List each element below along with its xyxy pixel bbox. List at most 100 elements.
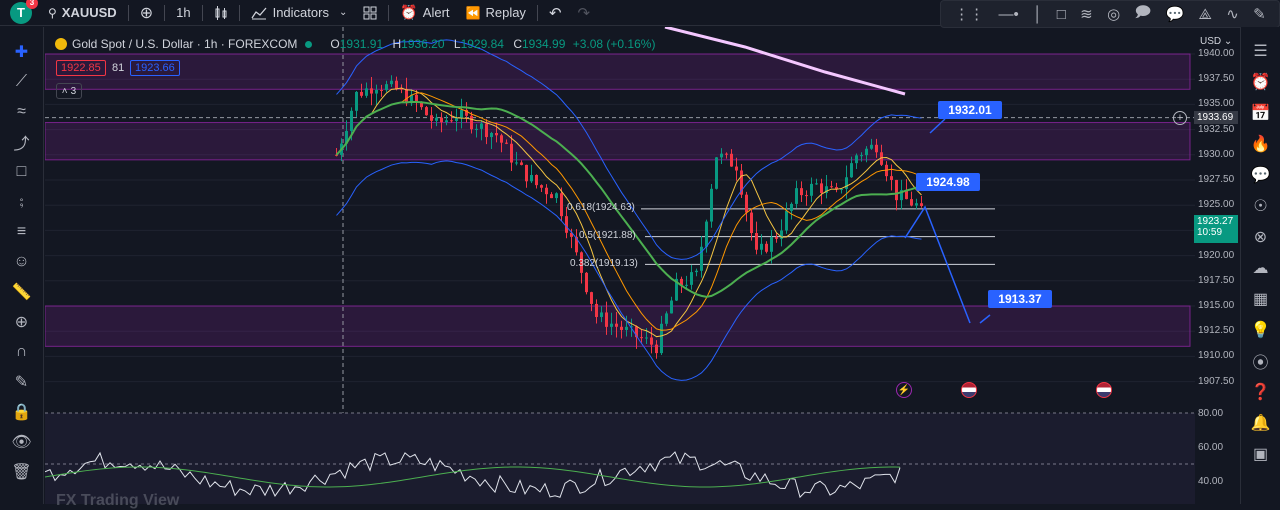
candle-body bbox=[520, 162, 523, 164]
candle-body bbox=[810, 184, 813, 196]
alert-button[interactable]: ⏰ Alert bbox=[392, 0, 457, 26]
candle-body bbox=[795, 188, 798, 204]
indicators-button[interactable]: Indicators ⌄ bbox=[243, 0, 356, 26]
grid-icon bbox=[363, 6, 377, 20]
undo-icon: ↶ bbox=[549, 4, 562, 22]
candle-body bbox=[540, 185, 543, 188]
arrow-marker-icon[interactable]: ⟁ bbox=[1199, 6, 1212, 23]
replay-button[interactable]: ⏪ Replay bbox=[458, 0, 534, 26]
magnet-icon[interactable]: ∩ bbox=[0, 337, 44, 367]
trend-line-icon[interactable]: ⟋ bbox=[0, 67, 44, 97]
comment-icon[interactable]: 💬 bbox=[1165, 5, 1184, 23]
rectangle-icon[interactable]: □ bbox=[1057, 6, 1066, 23]
candle-body bbox=[485, 123, 488, 137]
prediction-icon[interactable]: ≡ bbox=[0, 217, 44, 247]
calendar-icon[interactable]: 📅 bbox=[1241, 97, 1280, 128]
last-price-tag: 1923.27 10:59 bbox=[1194, 215, 1238, 243]
layers-icon[interactable]: ▣ bbox=[1241, 438, 1280, 469]
undo-button[interactable]: ↶ bbox=[541, 0, 570, 26]
market-status-dot bbox=[305, 41, 312, 48]
target-icon[interactable]: ◎ bbox=[1107, 5, 1120, 23]
emoji-icon[interactable]: ☺ bbox=[0, 247, 44, 277]
lock-drawing-icon[interactable]: ✎ bbox=[0, 367, 44, 397]
sell-button[interactable]: 1922.85 bbox=[56, 60, 106, 76]
crosshair-price: 1933.69 bbox=[1197, 112, 1233, 123]
candle-body bbox=[850, 163, 853, 177]
price-axis-tick: 1930.00 bbox=[1198, 149, 1234, 160]
interval-button[interactable]: 1h bbox=[168, 0, 198, 26]
candle-body bbox=[915, 203, 918, 205]
candle-body bbox=[595, 304, 598, 317]
flame-icon[interactable]: 🔥 bbox=[1241, 128, 1280, 159]
pitchfork-icon[interactable]: ≋ bbox=[1080, 5, 1093, 23]
us-flag-event-icon[interactable] bbox=[1096, 382, 1112, 398]
zigzag-icon[interactable]: ∿ bbox=[1226, 5, 1239, 23]
ruler-icon[interactable]: 📏 bbox=[0, 277, 44, 307]
divider bbox=[164, 5, 165, 21]
candle-body bbox=[460, 110, 463, 118]
pencil-icon[interactable]: ✎ bbox=[1253, 5, 1266, 23]
symbol-search[interactable]: ⚲ XAUUSD bbox=[40, 0, 125, 26]
fib-level-label: 0.382(1919.13) bbox=[570, 258, 638, 269]
chart-type-button[interactable] bbox=[206, 0, 236, 26]
candle-body bbox=[735, 167, 738, 171]
lightning-event-icon[interactable]: ⚡ bbox=[896, 382, 912, 398]
candle-body bbox=[470, 116, 473, 129]
crosshair-add-icon[interactable]: + bbox=[1173, 111, 1187, 125]
plus-circle-icon: ⊕ bbox=[140, 3, 153, 23]
cloud-icon[interactable]: ☁ bbox=[1241, 252, 1280, 283]
horizontal-line-icon[interactable]: —• bbox=[998, 6, 1018, 23]
text-note-icon[interactable]: □ bbox=[0, 157, 44, 187]
pine-editor-icon[interactable]: ⊗ bbox=[1241, 221, 1280, 252]
candles-icon bbox=[214, 6, 228, 20]
parallel-lines-icon[interactable]: ≈ bbox=[0, 97, 44, 127]
candle-body bbox=[555, 193, 558, 198]
brush-icon[interactable]: ⤴ bbox=[0, 127, 44, 157]
crosshair-icon[interactable]: ✚ bbox=[0, 37, 44, 67]
alarm-icon[interactable]: ⏰ bbox=[1241, 66, 1280, 97]
vertical-line-icon[interactable]: │ bbox=[1033, 6, 1042, 23]
currency-selector[interactable]: USD ⌄ bbox=[1200, 36, 1232, 47]
candle-body bbox=[375, 90, 378, 94]
target-label-top[interactable]: 1932.01 bbox=[938, 101, 1002, 119]
ideas-icon[interactable]: ☉ bbox=[1241, 190, 1280, 221]
broadcast-icon[interactable]: ⦿ bbox=[1241, 345, 1280, 376]
candle-body bbox=[715, 157, 718, 188]
user-avatar[interactable]: T 3 bbox=[10, 2, 32, 24]
templates-button[interactable] bbox=[355, 0, 385, 26]
candle-body bbox=[525, 165, 528, 181]
drag-handle-icon[interactable]: ⋮⋮ bbox=[954, 5, 984, 23]
price-axis-tick: 1940.00 bbox=[1198, 48, 1234, 59]
fib-level-label: 0.5(1921.88) bbox=[579, 230, 636, 241]
lightbulb-icon[interactable]: 💡 bbox=[1241, 314, 1280, 345]
candle-body bbox=[625, 327, 628, 330]
watchlist-icon[interactable]: ☰ bbox=[1241, 35, 1280, 66]
target-label-mid[interactable]: 1924.98 bbox=[916, 173, 980, 191]
redo-button[interactable]: ↷ bbox=[570, 0, 599, 26]
lock-icon[interactable]: 🔒 bbox=[0, 397, 44, 427]
calculator-icon[interactable]: ▦ bbox=[1241, 283, 1280, 314]
candle-body bbox=[550, 194, 553, 198]
callout-icon[interactable]: 🗩 bbox=[1135, 2, 1152, 27]
candle-body bbox=[660, 324, 663, 353]
price-axis-tick: 1910.00 bbox=[1198, 350, 1234, 361]
price-axis-tick: 1925.00 bbox=[1198, 199, 1234, 210]
eye-icon[interactable]: 👁 bbox=[0, 427, 44, 457]
candle-body bbox=[655, 345, 658, 353]
divider bbox=[128, 5, 129, 21]
pattern-icon[interactable]: ⨟ bbox=[0, 187, 44, 217]
candle-body bbox=[765, 244, 768, 252]
chat-icon[interactable]: 💬 bbox=[1241, 159, 1280, 190]
candle-body bbox=[425, 107, 428, 115]
us-flag-event-icon[interactable] bbox=[961, 382, 977, 398]
zoom-in-icon[interactable]: ⊕ bbox=[0, 307, 44, 337]
compare-button[interactable]: ⊕ bbox=[132, 0, 161, 26]
crosshair-price-tag: 1933.69 bbox=[1194, 111, 1238, 124]
candle-body bbox=[865, 149, 868, 155]
buy-button[interactable]: 1923.66 bbox=[130, 60, 180, 76]
help-icon[interactable]: ❓ bbox=[1241, 376, 1280, 407]
bell-icon[interactable]: 🔔 bbox=[1241, 407, 1280, 438]
trash-icon[interactable]: 🗑 bbox=[0, 457, 44, 487]
target-label-bottom[interactable]: 1913.37 bbox=[988, 290, 1052, 308]
indicator-collapse-toggle[interactable]: ˄3 bbox=[56, 83, 82, 99]
